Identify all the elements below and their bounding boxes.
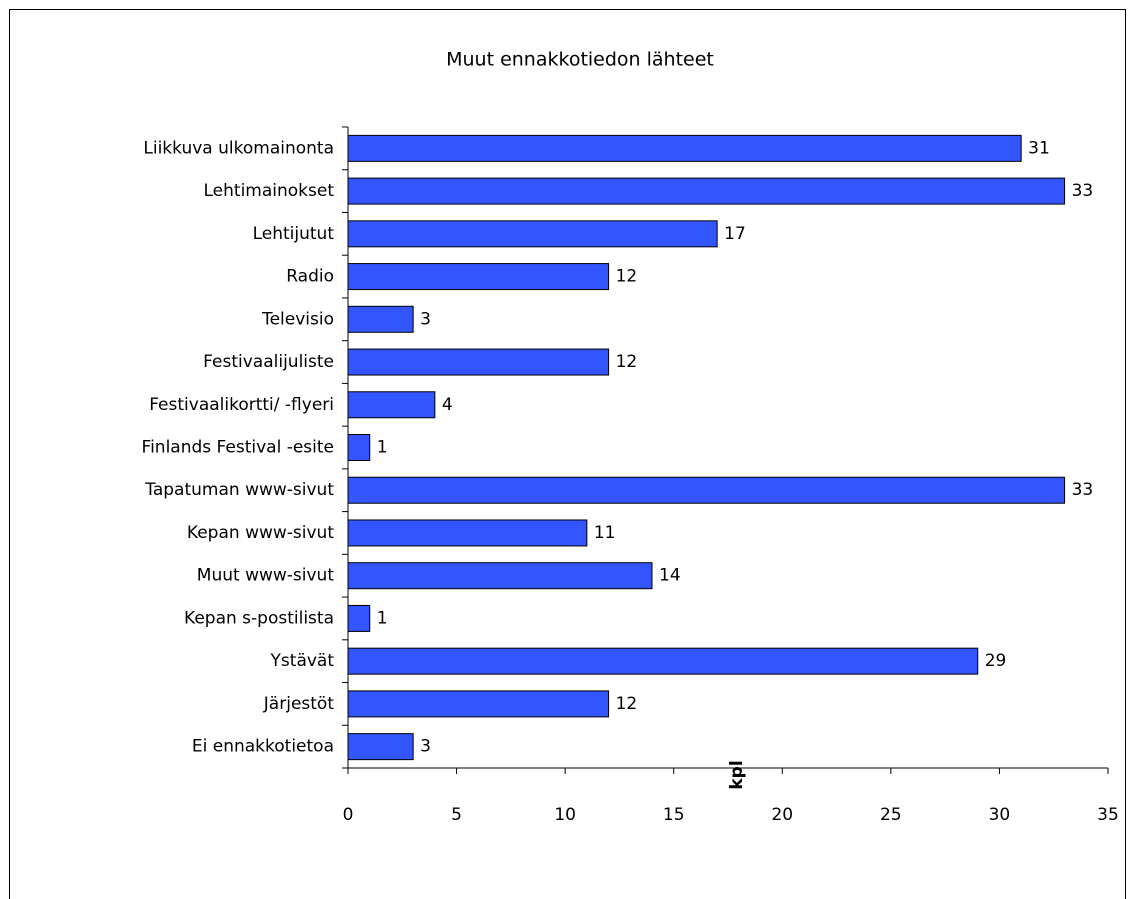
bar (347, 476, 1066, 504)
value-label: 29 (985, 651, 1007, 671)
bar (347, 733, 414, 761)
x-tick-label: 25 (880, 805, 902, 825)
bar (347, 519, 588, 547)
value-label: 12 (616, 352, 638, 372)
bar (347, 348, 610, 376)
bar (347, 305, 414, 333)
x-axis-label: kpl (727, 760, 747, 789)
y-tick-label: Lehtimainokset (204, 181, 335, 201)
value-label: 17 (724, 224, 746, 244)
chart-title: Muut ennakkotiedon lähteet (446, 49, 714, 71)
value-label: 1 (377, 438, 388, 458)
x-tick-label: 5 (451, 805, 462, 825)
bar (347, 604, 371, 632)
value-label: 33 (1072, 181, 1094, 201)
x-tick-label: 30 (989, 805, 1011, 825)
value-label: 12 (616, 267, 638, 287)
y-tick-label: Liikkuva ulkomainonta (143, 138, 334, 158)
y-tick-label: Festivaalikortti/ -flyeri (149, 395, 334, 415)
y-tick-label: Kepan s-postilista (184, 608, 334, 628)
x-tick-label: 20 (771, 805, 793, 825)
value-label: 1 (377, 608, 388, 628)
bar (347, 263, 610, 291)
bar (347, 134, 1022, 162)
x-tick-label: 15 (663, 805, 685, 825)
x-tick-label: 10 (554, 805, 576, 825)
y-tick-label: Ei ennakkotietoa (192, 737, 334, 757)
value-label: 4 (442, 395, 453, 415)
value-label: 33 (1072, 480, 1094, 500)
x-tick-label: 0 (343, 805, 354, 825)
value-label: 31 (1028, 138, 1050, 158)
y-tick-label: Festivaalijuliste (203, 352, 334, 372)
y-tick-label: Muut www-sivut (197, 566, 335, 586)
bar (347, 690, 610, 718)
value-label: 3 (420, 309, 431, 329)
value-label: 14 (659, 566, 681, 586)
bar (347, 177, 1066, 205)
bar (347, 562, 653, 590)
x-tick-label: 35 (1097, 805, 1119, 825)
y-tick-label: Järjestöt (263, 694, 335, 714)
bar (347, 647, 979, 675)
value-label: 12 (616, 694, 638, 714)
value-label: 3 (420, 737, 431, 757)
y-tick-label: Televisio (261, 309, 334, 329)
bar (347, 220, 718, 248)
y-tick-label: Finlands Festival -esite (142, 438, 334, 458)
y-tick-label: Ystävät (270, 651, 335, 671)
bar (347, 434, 371, 461)
y-tick-label: Lehtijutut (253, 224, 335, 244)
y-tick-label: Tapatuman www-sivut (144, 480, 334, 500)
value-label: 11 (594, 523, 616, 543)
bar (347, 391, 436, 419)
y-tick-label: Kepan www-sivut (187, 523, 334, 543)
y-tick-label: Radio (286, 267, 334, 287)
